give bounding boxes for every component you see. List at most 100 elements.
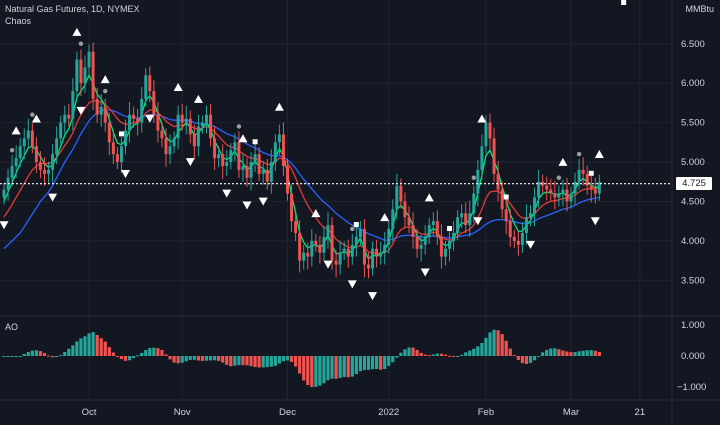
candle-body: [379, 252, 383, 257]
candle: [302, 244, 306, 270]
candle: [164, 128, 168, 167]
fractal-down-marker: [323, 260, 333, 269]
ao-bar: [136, 355, 140, 357]
signal-square-marker: [252, 139, 258, 145]
candle: [148, 66, 152, 102]
candle-body: [419, 244, 423, 249]
candle: [573, 172, 577, 205]
ao-bar: [26, 352, 30, 356]
ao-bar: [277, 356, 281, 364]
candle-body: [496, 173, 500, 190]
candle: [103, 98, 107, 132]
candle: [10, 155, 14, 186]
ao-bar: [476, 346, 480, 356]
ao-bar: [55, 356, 59, 358]
candle: [115, 147, 119, 170]
candle-body: [306, 252, 310, 257]
candle: [367, 252, 370, 279]
candle: [192, 124, 196, 160]
ao-bar: [2, 356, 6, 357]
candle: [55, 126, 59, 165]
candle: [545, 176, 549, 201]
candle: [460, 204, 464, 229]
ao-bar: [22, 354, 26, 356]
ao-bar: [132, 356, 136, 358]
candle-body: [128, 114, 132, 131]
signal-dot-marker: [576, 151, 582, 157]
candle-body: [516, 240, 520, 245]
candle: [2, 182, 6, 205]
candle-body: [298, 232, 302, 261]
candle-body: [47, 169, 51, 174]
candle: [516, 231, 520, 256]
candle: [480, 134, 484, 180]
ao-bar: [30, 350, 34, 356]
ao-bar: [456, 356, 460, 357]
candle-body: [342, 248, 346, 253]
candle: [172, 131, 176, 154]
ao-bar: [51, 356, 55, 358]
candle-body: [480, 146, 484, 170]
candle: [188, 110, 192, 144]
candle: [18, 138, 22, 168]
candle: [524, 204, 528, 245]
ao-bar: [370, 356, 375, 370]
time-axis-tick-label: Mar: [563, 407, 579, 418]
candle-body: [484, 122, 488, 147]
price-axis-tick-label: 6.500: [681, 39, 705, 50]
candle: [26, 118, 30, 149]
candle: [561, 179, 565, 207]
fractal-down-marker: [121, 169, 130, 178]
ao-bar: [528, 356, 533, 363]
candle: [140, 87, 144, 133]
fractal-up-marker: [558, 157, 568, 166]
signal-square-marker: [353, 222, 359, 228]
candle: [95, 88, 99, 123]
candle-body: [290, 193, 294, 222]
ao-bar: [334, 356, 338, 379]
fractal-down-marker: [258, 197, 268, 206]
candle: [75, 51, 79, 101]
candle: [500, 181, 504, 219]
candle-body: [524, 217, 528, 233]
candle-body: [83, 67, 87, 84]
ao-bar: [123, 356, 128, 361]
candle: [290, 184, 294, 233]
candle-body: [249, 162, 253, 178]
ao-bar: [208, 356, 213, 361]
ao-bar: [443, 354, 448, 356]
candle: [585, 165, 589, 195]
candle-body: [529, 213, 532, 218]
candle: [569, 186, 573, 209]
ao-bar: [261, 356, 265, 368]
candle-body: [508, 221, 512, 237]
candle-body: [261, 169, 265, 174]
candle: [520, 222, 524, 253]
fractal-up-marker: [193, 94, 203, 103]
ao-axis-tick-label: 1.000: [681, 320, 705, 331]
candle-body: [277, 134, 281, 143]
fractal-up-marker: [380, 213, 390, 222]
candle: [71, 78, 75, 131]
candle: [119, 137, 123, 173]
candle-body: [152, 91, 156, 115]
candle-body: [265, 169, 269, 182]
ao-bar: [399, 352, 403, 356]
ao-bar: [192, 356, 196, 360]
ao-bar: [294, 356, 298, 367]
candle-body: [22, 138, 26, 147]
ao-bar: [496, 330, 500, 356]
ao-bar: [464, 352, 468, 356]
candle-body: [448, 240, 451, 249]
candle-body: [585, 173, 589, 186]
candle-body: [34, 146, 38, 163]
candle: [318, 235, 322, 264]
candle-body: [488, 122, 492, 139]
candle-body: [87, 51, 91, 68]
price-axis-tick-label: 4.500: [681, 196, 705, 207]
candle: [435, 210, 439, 245]
ao-bar: [597, 351, 601, 356]
candle-body: [156, 114, 160, 131]
signal-dot-marker: [78, 41, 84, 46]
